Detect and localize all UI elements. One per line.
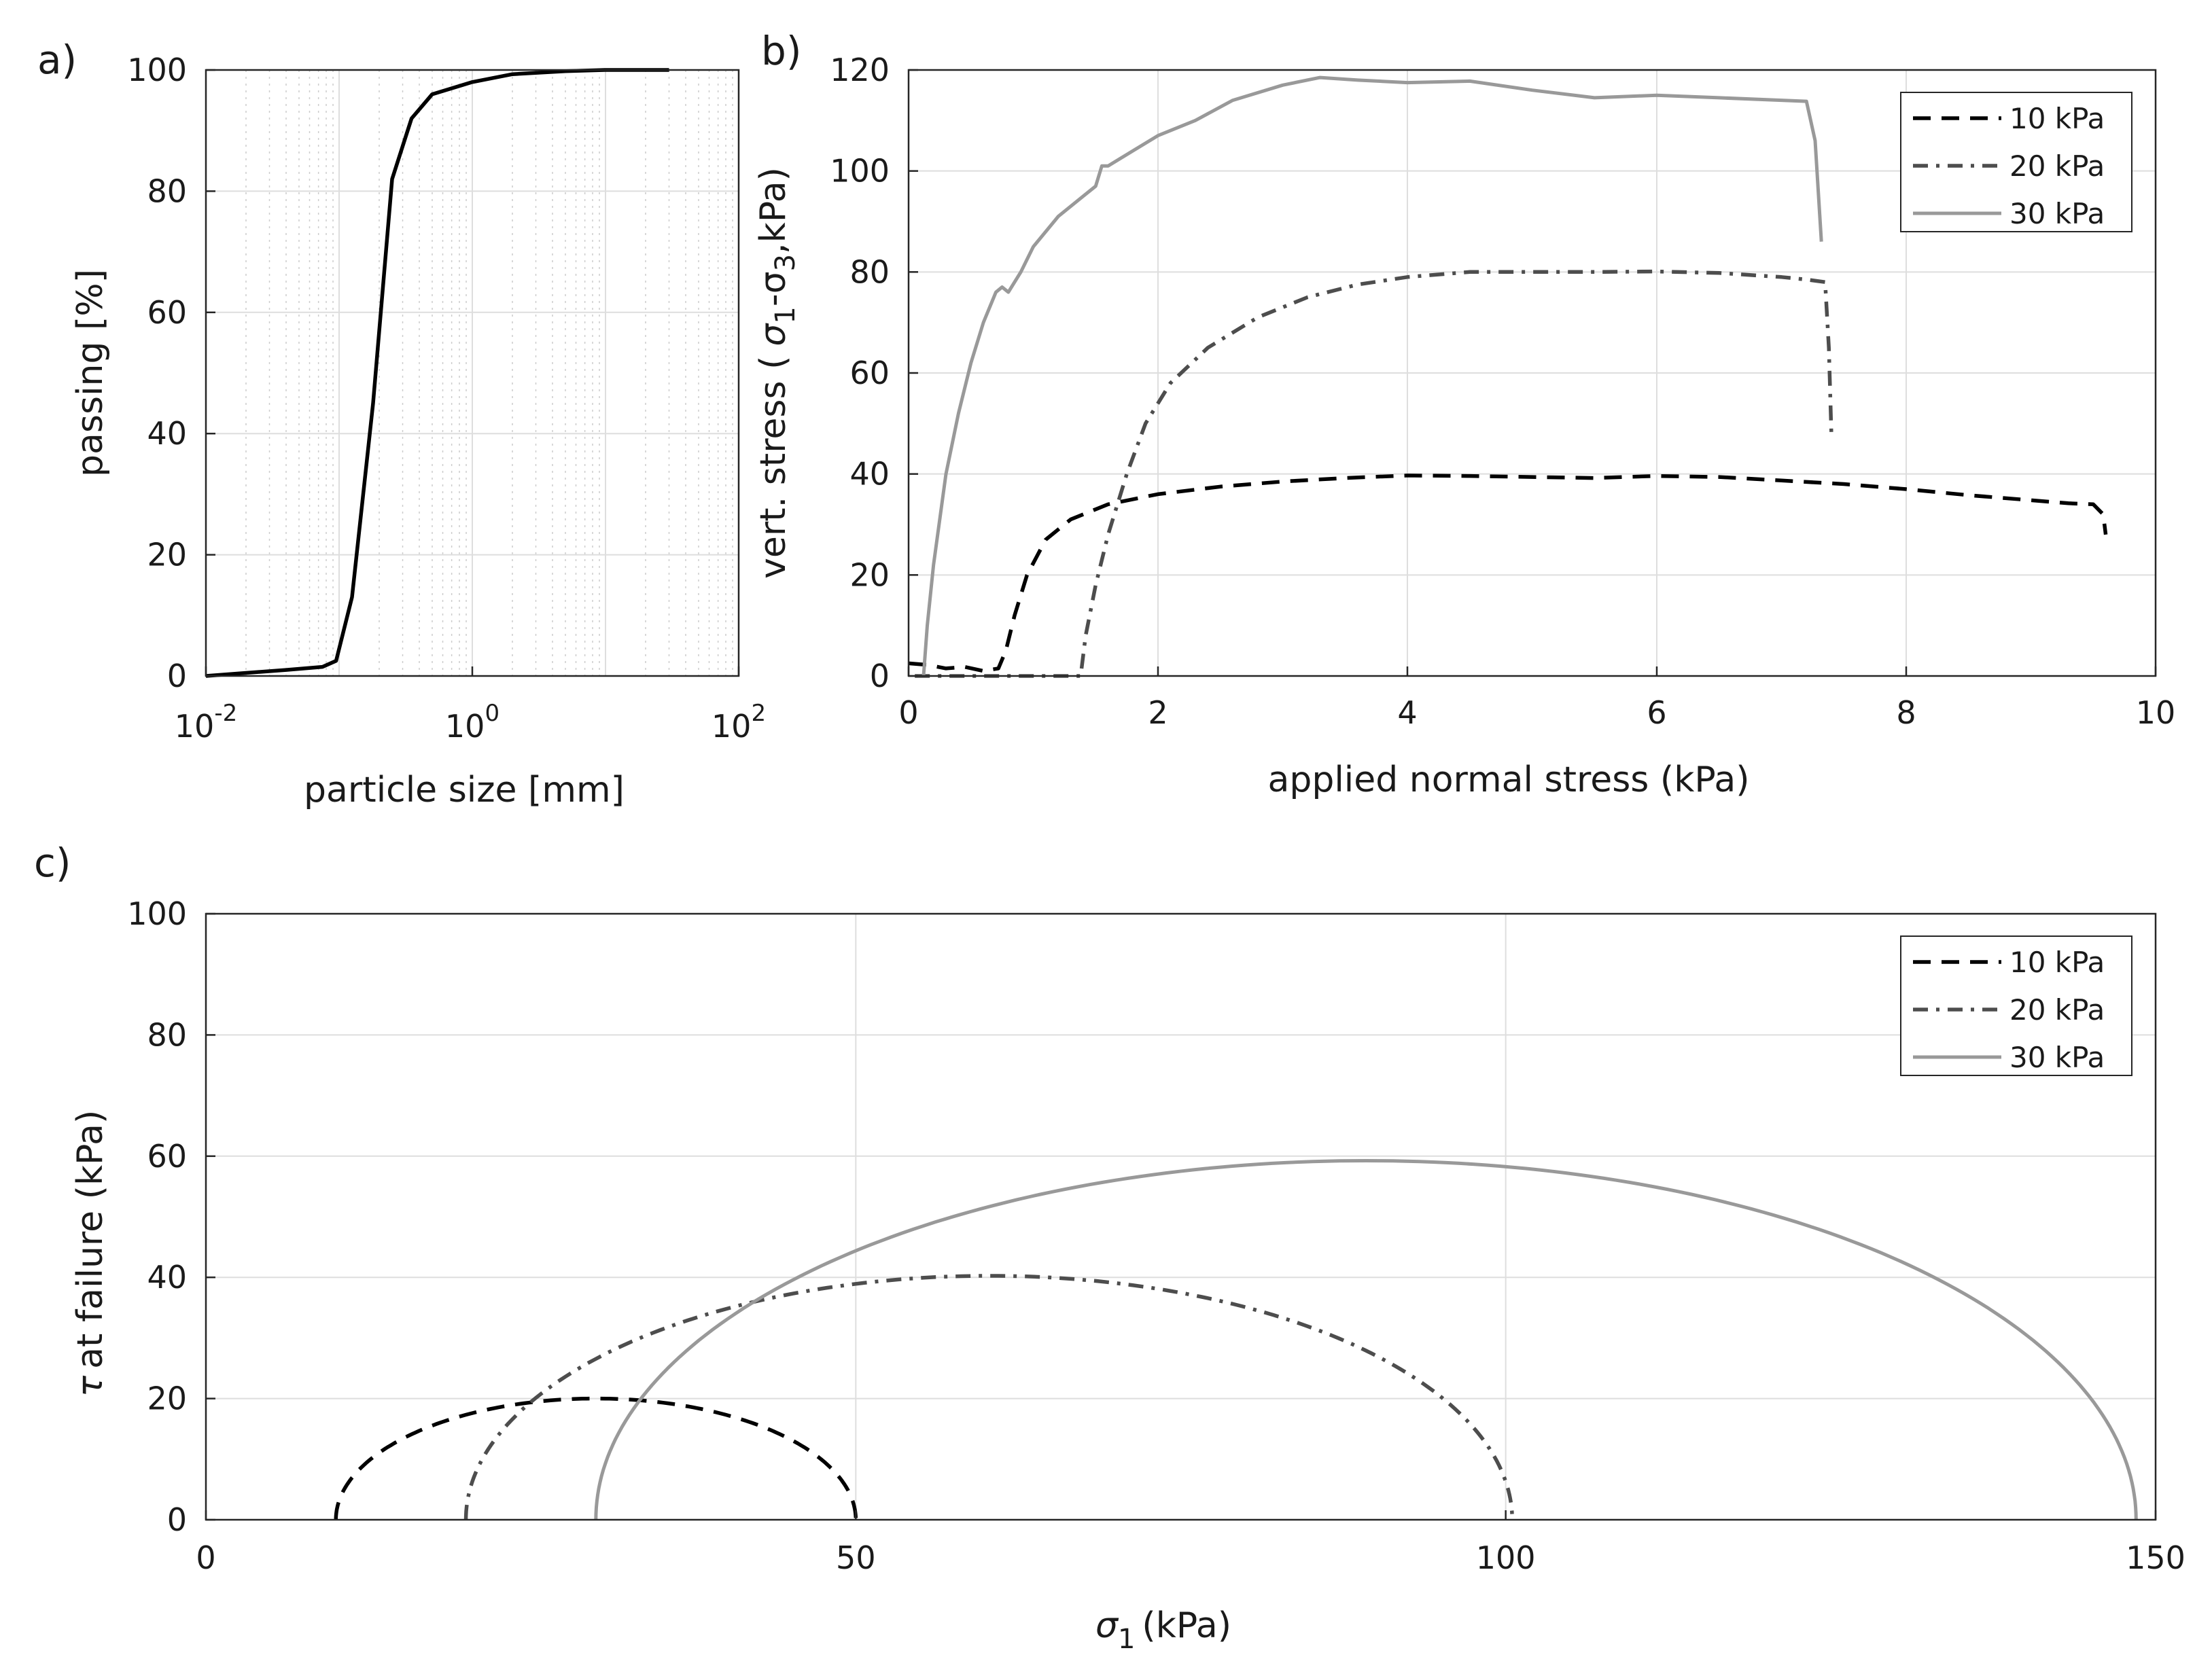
panel-b-series-10-kpa — [908, 474, 2108, 673]
panel-b-y-tick-label: 80 — [849, 253, 890, 290]
panel-a-x-tick-label: 10-2 — [175, 700, 237, 745]
panel-b-legend-entry-1: 10 kPa — [2009, 102, 2105, 135]
panel-c-series-20-kpa — [463, 1274, 1514, 1520]
panel-a-series-grading-curve — [205, 68, 669, 678]
panel-b-ylabel-sub1: 1 — [770, 306, 801, 323]
panel-a-x-tick-exp: 2 — [751, 700, 766, 727]
panel-c-x-tick-label: 0 — [196, 1539, 215, 1576]
panel-label-a: a) — [37, 37, 77, 83]
panel-b-series-30-kpa — [921, 75, 1823, 677]
panel-b-legend-entry-2: 20 kPa — [2009, 149, 2105, 183]
panel-a-x-tick-exp: -2 — [214, 700, 237, 727]
panel-a-xlabel: particle size [mm] — [304, 770, 625, 810]
panel-a-ylabel: passing [%] — [70, 269, 111, 477]
panel-b-ylabel: vert. stress ( σ1-σ3,kPa) — [753, 167, 801, 579]
panel-a-y-tick-label: 20 — [147, 537, 187, 573]
panel-a-series — [205, 68, 669, 678]
panel-b-series — [908, 75, 2108, 678]
panel-b-legend: 10 kPa 20 kPa 30 kPa — [1900, 92, 2132, 232]
panel-a-y-tick-label: 0 — [167, 658, 187, 694]
panel-b-ylabel-sigma: σ — [753, 323, 794, 346]
panel-b-y-tick-label: 20 — [849, 556, 890, 593]
panel-c-x-tick-label: 100 — [1476, 1539, 1536, 1576]
panel-c-ylabel: τ at failure (kPa) — [70, 1110, 111, 1397]
panel-a-x-tick-label: 100 — [445, 700, 499, 745]
panel-a-x-tick-base: 10 — [712, 708, 752, 745]
panel-c-x-tick-label: 50 — [836, 1539, 876, 1576]
panel-b-x-tick-label: 4 — [1397, 694, 1417, 731]
panel-c-series — [334, 1159, 2138, 1520]
panel-b-y-tick-label: 40 — [849, 456, 890, 493]
panel-a-y-tick-label: 100 — [127, 52, 187, 88]
panel-b-x-tick-label: 10 — [2136, 694, 2176, 731]
panel-c-legend-entry-1: 10 kPa — [2009, 946, 2105, 979]
panel-b-ylabel-sub3: 3 — [770, 254, 801, 271]
panel-c-ylabel-tau: τ — [70, 1375, 111, 1397]
panel-a-x-tick-base: 10 — [445, 708, 485, 745]
panel-c-frame — [205, 912, 2157, 1521]
panel-c-y-tick-label: 100 — [127, 895, 187, 932]
panel-b-x-tick-label: 2 — [1148, 694, 1168, 731]
panel-b-ylabel-prefix: vert. stress ( — [753, 356, 794, 579]
panel-c-legend-entry-3: 30 kPa — [2009, 1041, 2105, 1074]
panel-c-ticks: 0 50 100 150 0 20 40 60 80 100 — [127, 895, 2185, 1576]
panel-c-legend: 10 kPa 20 kPa 30 kPa — [1900, 935, 2132, 1076]
panel-c-legend-box — [1900, 935, 2132, 1076]
panel-b-x-tick-label: 8 — [1896, 694, 1916, 731]
panel-a-x-tick-base: 10 — [175, 708, 215, 745]
panel-c-legend-entry-2: 20 kPa — [2009, 993, 2105, 1027]
panel-b-y-tick-label: 120 — [830, 52, 890, 88]
panel-b-x-tick-label: 0 — [898, 694, 918, 731]
panel-b-legend-entry-3: 30 kPa — [2009, 197, 2105, 230]
panel-label-b: b) — [761, 28, 801, 74]
panel-c-series-30-kpa — [594, 1159, 2138, 1520]
panel-b-y-tick-label: 100 — [830, 153, 890, 190]
panel-c-xlabel: σ1 (kPa) — [1095, 1605, 1231, 1655]
panel-b-y-tick-label: 60 — [849, 355, 890, 391]
panel-c-y-tick-label: 0 — [167, 1501, 187, 1538]
panel-a-y-tick-label: 80 — [147, 173, 187, 209]
panel-b-ylabel-suffix: ,kPa) — [753, 167, 794, 254]
panel-c-xlabel-sigma: σ — [1095, 1605, 1119, 1646]
panel-b-xlabel: applied normal stress (kPa) — [1267, 760, 1749, 800]
panel-a-x-tick-exp: 0 — [485, 700, 499, 727]
panel-c-xlabel-sub: 1 — [1118, 1624, 1135, 1655]
panel-b-ylabel-mid: -σ — [753, 271, 794, 306]
panel-a-y-tick-label: 40 — [147, 415, 187, 452]
panel-a-y-tick-label: 60 — [147, 294, 187, 331]
panel-c-mohr-circles: 0 50 100 150 0 20 40 60 80 100 σ1 (kPa) τ at failur… — [70, 895, 2185, 1655]
panel-c-series-10-kpa — [334, 1396, 858, 1520]
panel-c-y-tick-label: 60 — [147, 1138, 187, 1175]
panel-b-y-tick-label: 0 — [870, 658, 890, 694]
panel-c-x-tick-label: 150 — [2126, 1539, 2185, 1576]
panel-c-ylabel-text: at failure (kPa) — [70, 1110, 111, 1369]
panel-c-y-tick-label: 40 — [147, 1259, 187, 1296]
panel-b-x-tick-label: 6 — [1647, 694, 1666, 731]
panel-c-xlabel-unit: (kPa) — [1142, 1605, 1231, 1646]
panel-a-x-tick-label: 102 — [712, 700, 766, 745]
panel-c-y-tick-label: 20 — [147, 1380, 187, 1417]
panel-c-y-tick-label: 80 — [147, 1016, 187, 1053]
panel-label-c: c) — [34, 840, 71, 886]
panel-b-legend-box — [1900, 92, 2132, 232]
